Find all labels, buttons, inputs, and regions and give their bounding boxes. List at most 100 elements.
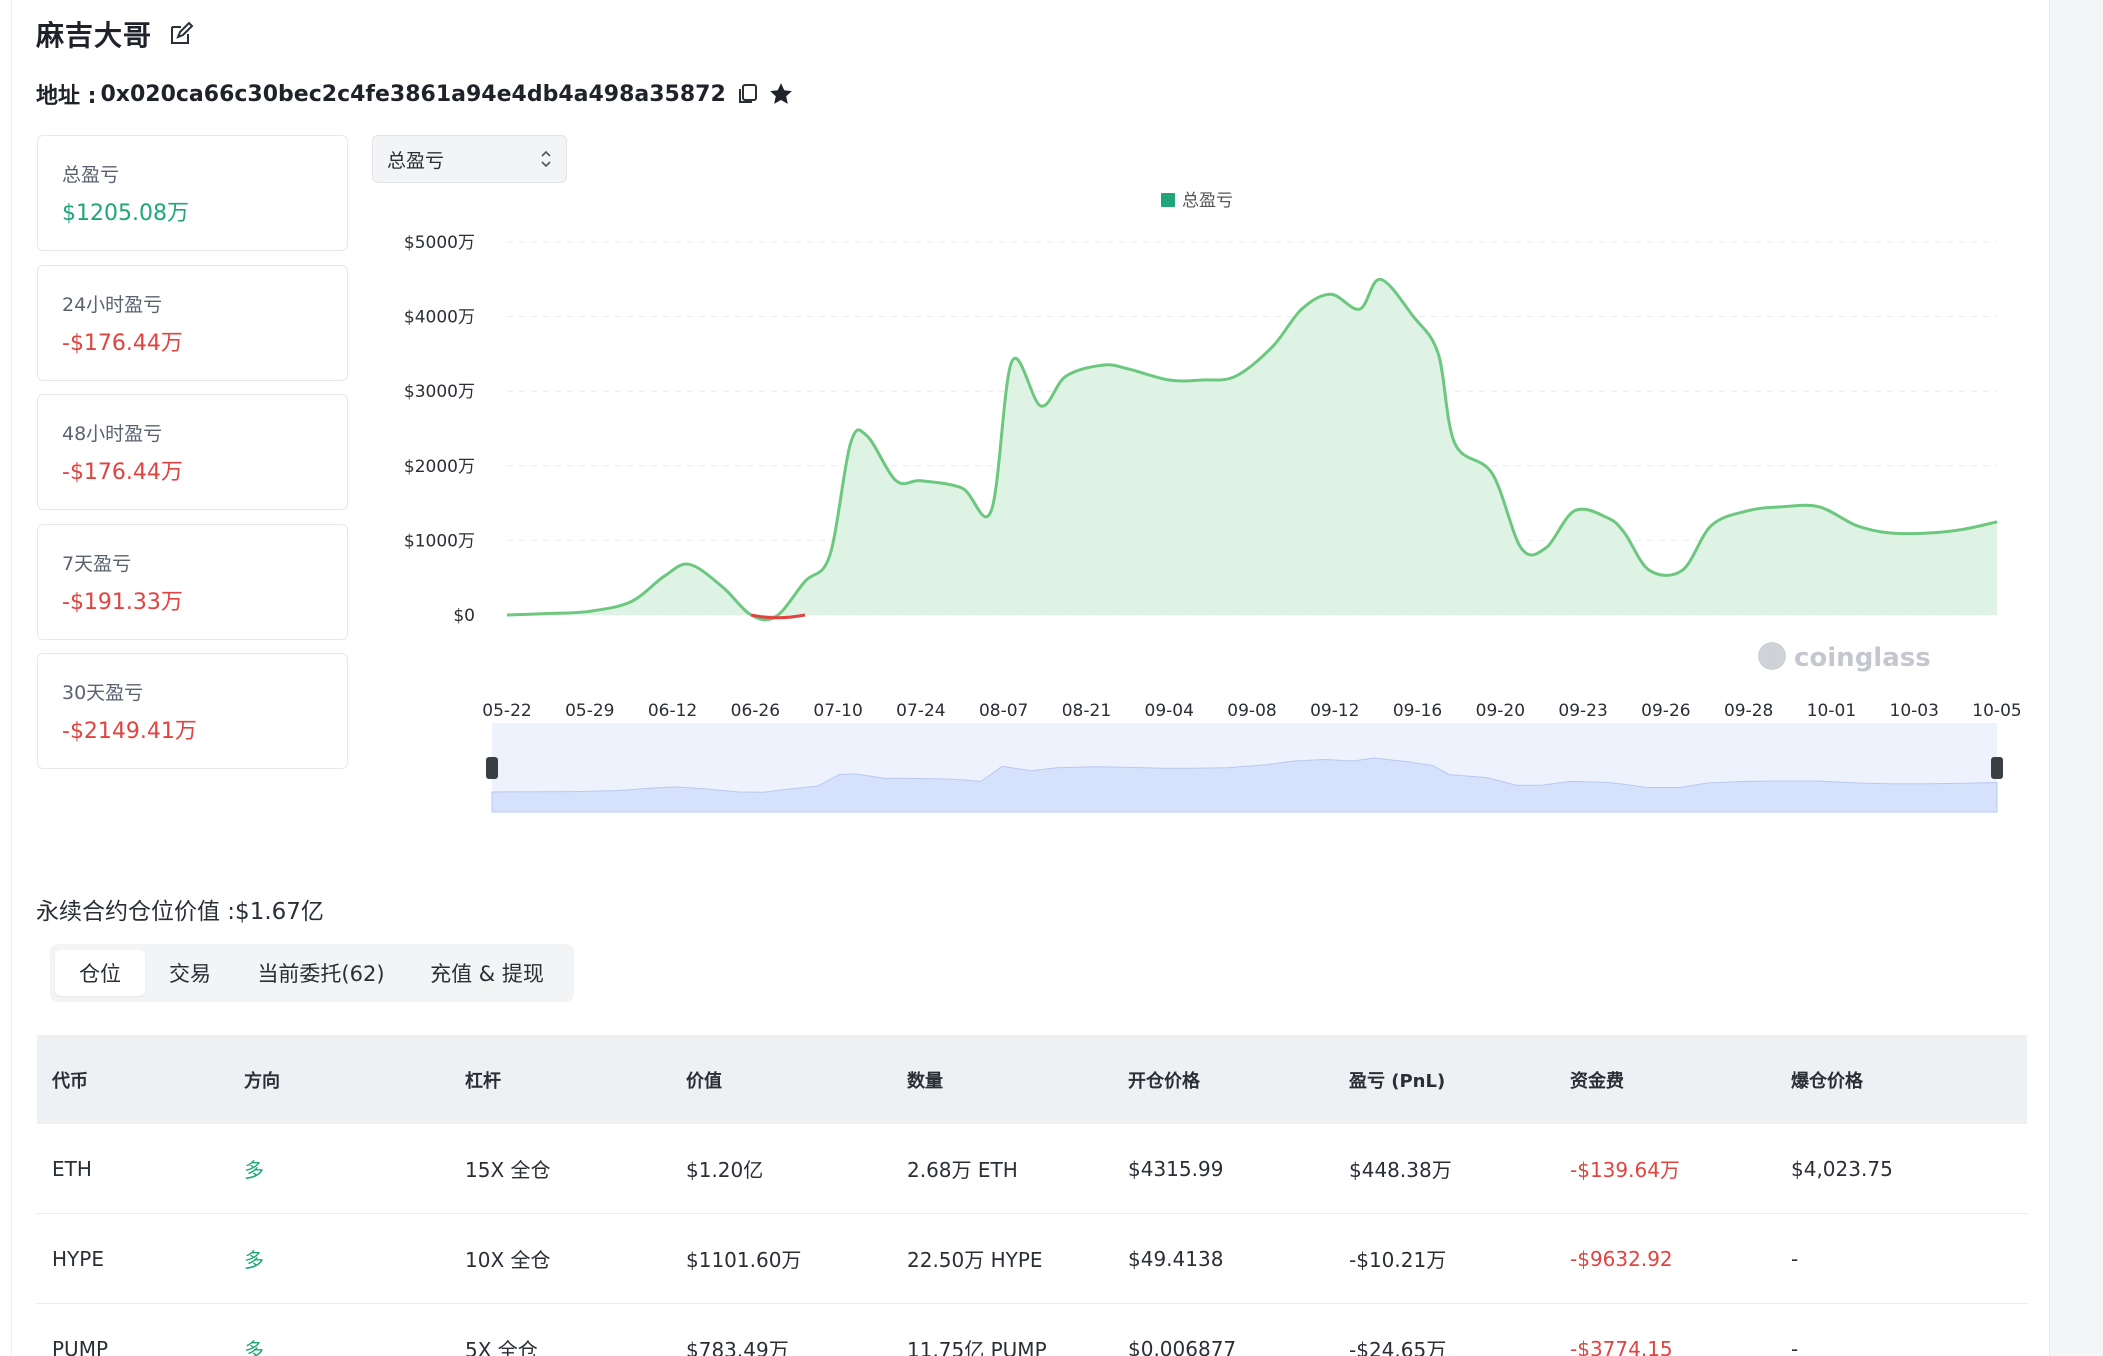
cell-token: HYPE: [52, 1246, 104, 1271]
title-row: 麻吉大哥: [36, 14, 194, 54]
x-tick-label: 09-08: [1227, 701, 1276, 721]
legend-swatch: [1161, 193, 1175, 207]
stat-value: $1205.08万: [62, 201, 189, 226]
stat-value: -$191.33万: [62, 590, 183, 615]
left-rail: [0, 0, 12, 1356]
x-tick-label: 09-16: [1393, 701, 1442, 721]
cell-side: 多: [244, 1338, 264, 1356]
col-value[interactable]: 价值: [686, 1070, 722, 1092]
cell-pnl: $448.38万: [1349, 1158, 1452, 1182]
x-tick-label: 09-23: [1558, 701, 1607, 721]
cell-liq-price: $4,023.75: [1791, 1156, 1893, 1181]
col-funding[interactable]: 资金费: [1570, 1070, 1624, 1092]
x-tick-label: 09-26: [1641, 701, 1690, 721]
stat-card-total: 总盈亏 $1205.08万: [37, 135, 348, 251]
stat-card-7d: 7天盈亏 -$191.33万: [37, 524, 348, 640]
cell-side: 多: [244, 1248, 264, 1272]
tab-open-orders[interactable]: 当前委托(62): [257, 962, 385, 986]
tab-positions[interactable]: 仓位: [55, 950, 145, 996]
cell-liq-price: -: [1791, 1336, 1799, 1356]
cell-leverage: 10X 全仓: [465, 1248, 551, 1272]
range-handle-left[interactable]: [486, 757, 498, 779]
cell-funding: -$9632.92: [1570, 1246, 1673, 1271]
col-leverage[interactable]: 杠杆: [465, 1070, 501, 1092]
stat-label: 总盈亏: [62, 164, 120, 186]
cell-entry-price: $4315.99: [1128, 1156, 1224, 1181]
x-tick-label: 09-28: [1724, 701, 1773, 721]
table-header: 代币 方向 杠杆 价值 数量 开仓价格 盈亏 (PnL) 资金费 爆仓价格: [37, 1035, 2027, 1124]
y-tick-label: $2000万: [404, 457, 475, 477]
stat-value: -$2149.41万: [62, 719, 197, 744]
navigator-area: [491, 757, 1998, 813]
legend-label: 总盈亏: [1182, 191, 1233, 211]
x-tick-label: 10-01: [1807, 701, 1856, 721]
x-tick-label: 10-05: [1972, 701, 2020, 721]
stat-value: -$176.44万: [62, 331, 183, 356]
cell-funding: -$3774.15: [1570, 1336, 1673, 1356]
cell-value: $1101.60万: [686, 1248, 802, 1272]
cell-quantity: 11.75亿 PUMP: [907, 1338, 1047, 1356]
stat-card-48h: 48小时盈亏 -$176.44万: [37, 394, 348, 510]
x-tick-label: 05-29: [565, 701, 614, 721]
table-row[interactable]: ETH 多 15X 全仓 $1.20亿 2.68万 ETH $4315.99 $…: [37, 1124, 2027, 1214]
col-liq-price[interactable]: 爆仓价格: [1791, 1070, 1863, 1092]
x-tick-label: 08-07: [979, 701, 1028, 721]
stat-label: 30天盈亏: [62, 682, 144, 704]
cell-quantity: 22.50万 HYPE: [907, 1248, 1043, 1272]
x-tick-label: 07-10: [813, 701, 862, 721]
address-row: 地址 : 0x020ca66c30bec2c4fe3861a94e4db4a49…: [36, 76, 794, 112]
star-icon[interactable]: [768, 81, 794, 107]
metric-select[interactable]: 总盈亏: [372, 135, 567, 183]
stat-label: 48小时盈亏: [62, 423, 163, 445]
pnl-area: [507, 279, 1997, 620]
watermark-icon: [1758, 642, 1786, 670]
x-tick-label: 06-12: [648, 701, 697, 721]
x-tick-label: 06-26: [731, 701, 780, 721]
edit-icon[interactable]: [168, 21, 194, 47]
x-tick-label: 09-20: [1476, 701, 1525, 721]
table-row[interactable]: PUMP 多 5X 全仓 $783.49万 11.75亿 PUMP $0.006…: [37, 1304, 2027, 1356]
cell-side: 多: [244, 1158, 264, 1182]
cell-value: $783.49万: [686, 1338, 789, 1356]
cell-pnl: -$10.21万: [1349, 1248, 1447, 1272]
page-title: 麻吉大哥: [36, 19, 153, 52]
stat-label: 24小时盈亏: [62, 294, 163, 316]
address-value: 0x020ca66c30bec2c4fe3861a94e4db4a498a358…: [100, 81, 726, 107]
cell-funding: -$139.64万: [1570, 1158, 1680, 1182]
cell-pnl: -$24.65万: [1349, 1338, 1447, 1356]
cell-entry-price: $0.006877: [1128, 1336, 1237, 1356]
stat-value: -$176.44万: [62, 460, 183, 485]
pnl-chart: 总盈亏 $0 $1000万 $2000万 $3000万 $4000万 $5000万 05-…: [380, 180, 2022, 820]
copy-icon[interactable]: [736, 82, 760, 106]
col-quantity[interactable]: 数量: [907, 1070, 943, 1092]
range-handle-right[interactable]: [1991, 757, 2003, 779]
x-tick-label: 08-21: [1062, 701, 1111, 721]
cell-leverage: 5X 全仓: [465, 1338, 538, 1356]
position-value-title: 永续合约仓位价值 :$1.67亿: [36, 899, 324, 925]
stat-card-24h: 24小时盈亏 -$176.44万: [37, 265, 348, 381]
y-tick-label: $5000万: [404, 233, 475, 253]
position-tabs: 仓位 交易 当前委托(62) 充值 & 提现: [50, 944, 574, 1002]
cell-token: ETH: [52, 1156, 92, 1181]
cell-leverage: 15X 全仓: [465, 1158, 551, 1182]
y-tick-label: $1000万: [404, 531, 475, 551]
x-tick-label: 09-04: [1145, 701, 1194, 721]
x-tick-label: 07-24: [896, 701, 945, 721]
col-entry-price[interactable]: 开仓价格: [1128, 1070, 1200, 1092]
col-token[interactable]: 代币: [52, 1070, 88, 1092]
col-side[interactable]: 方向: [244, 1070, 280, 1092]
chevron-updown-icon: [540, 148, 552, 170]
cell-value: $1.20亿: [686, 1158, 764, 1182]
table-row[interactable]: HYPE 多 10X 全仓 $1101.60万 22.50万 HYPE $49.…: [37, 1214, 2027, 1304]
cell-liq-price: -: [1791, 1246, 1799, 1271]
tab-deposits-withdrawals[interactable]: 充值 & 提现: [430, 962, 544, 986]
y-tick-label: $0: [453, 606, 475, 626]
x-tick-label: 09-12: [1310, 701, 1359, 721]
stat-label: 7天盈亏: [62, 553, 132, 575]
tab-trades[interactable]: 交易: [169, 962, 211, 986]
col-pnl[interactable]: 盈亏 (PnL): [1349, 1070, 1446, 1092]
y-tick-label: $4000万: [404, 308, 475, 328]
stat-card-30d: 30天盈亏 -$2149.41万: [37, 653, 348, 769]
metric-select-value: 总盈亏: [387, 149, 445, 172]
page: 麻吉大哥 地址 : 0x020ca66c30bec2c4fe3861a94e4d…: [0, 0, 2050, 1356]
